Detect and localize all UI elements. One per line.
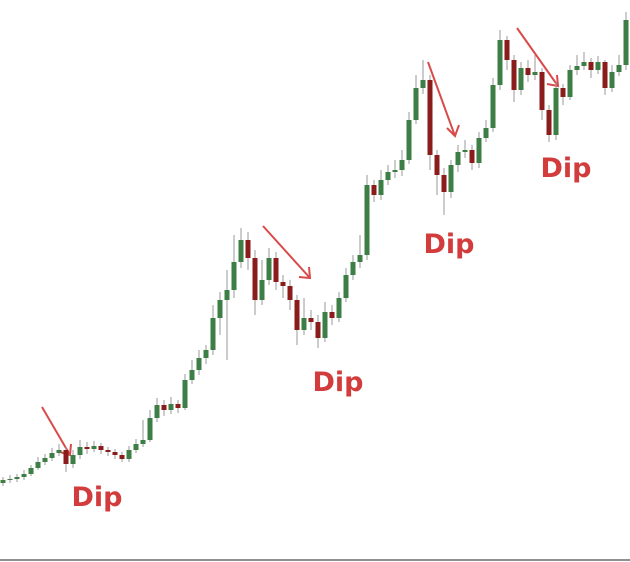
annotation: Dip: [313, 367, 364, 398]
candle-body: [560, 88, 566, 97]
candle-body: [581, 62, 587, 66]
candle-body: [175, 404, 181, 408]
candle-body: [595, 62, 601, 70]
candle-body: [525, 68, 531, 75]
candle-body: [14, 477, 20, 479]
annotation: Dip: [72, 482, 123, 513]
candle-body: [518, 68, 524, 90]
candle-body: [483, 128, 489, 138]
candle-body: [532, 72, 538, 75]
candle-body: [70, 455, 76, 464]
candle-body: [567, 70, 573, 97]
candle-body: [168, 404, 174, 410]
candle-body: [504, 40, 510, 60]
candle-body: [112, 452, 118, 455]
candle-body: [602, 62, 608, 88]
candle-body: [203, 350, 209, 358]
candle-body: [161, 405, 167, 410]
candle-body: [364, 185, 370, 255]
candle-body: [266, 258, 272, 280]
candle-body: [574, 66, 580, 70]
candle-body: [98, 446, 104, 450]
candle-body: [322, 312, 328, 338]
candle-body: [350, 262, 356, 275]
candle-body: [231, 262, 237, 290]
candle-body: [35, 462, 41, 468]
candle-body: [245, 240, 251, 258]
candle-body: [126, 450, 132, 459]
candle-body: [462, 150, 468, 152]
candle-body: [56, 450, 62, 453]
candle-body: [0, 480, 6, 483]
candle-body: [308, 318, 314, 322]
candle-body: [238, 240, 244, 262]
candle-body: [623, 20, 629, 65]
candle-body: [21, 474, 27, 477]
candle-body: [84, 447, 90, 449]
candle-body: [399, 160, 405, 170]
candle-body: [434, 155, 440, 175]
candle-body: [546, 110, 552, 135]
candle-body: [378, 180, 384, 195]
annotation: Dip: [424, 229, 475, 260]
candle-body: [609, 72, 615, 88]
candle-body: [259, 280, 265, 300]
candle-body: [210, 318, 216, 350]
candle-body: [294, 300, 300, 330]
candle-body: [42, 458, 48, 462]
candle-body: [287, 286, 293, 300]
candle-body: [469, 150, 475, 163]
candle-body: [441, 175, 447, 192]
candle-body: [217, 300, 223, 318]
annotation: Dip: [541, 153, 592, 184]
candle-body: [224, 290, 230, 300]
candle-body: [616, 65, 622, 72]
candle-body: [154, 405, 160, 418]
candle-body: [497, 40, 503, 85]
candle-body: [588, 62, 594, 70]
candle-body: [189, 370, 195, 380]
candle-body: [420, 80, 426, 88]
candle-body: [252, 258, 258, 300]
candle-body: [448, 165, 454, 192]
candle-body: [7, 479, 13, 480]
candle-body: [392, 170, 398, 172]
candle-body: [196, 358, 202, 370]
candle-body: [147, 418, 153, 440]
candle-body: [490, 85, 496, 128]
candle-body: [315, 322, 321, 338]
candle-body: [553, 88, 559, 135]
candle-body: [49, 453, 55, 458]
candle-body: [119, 455, 125, 459]
candle-body: [427, 80, 433, 155]
candle-body: [539, 72, 545, 110]
candle-body: [406, 120, 412, 160]
candle-body: [336, 298, 342, 318]
candle-body: [63, 450, 69, 464]
candle-body: [371, 185, 377, 195]
candle-body: [329, 312, 335, 318]
candle-body: [133, 444, 139, 450]
candle-body: [413, 88, 419, 120]
candle-body: [91, 446, 97, 449]
arrows: [41, 27, 560, 457]
candle-body: [182, 380, 188, 408]
candle-body: [77, 447, 83, 455]
candle-body: [476, 138, 482, 163]
candle-body: [273, 258, 279, 282]
candle-body: [280, 282, 286, 286]
candle-body: [301, 318, 307, 330]
candle-body: [511, 60, 517, 90]
candle-body: [455, 152, 461, 165]
candle-body: [385, 172, 391, 180]
candle-body: [140, 440, 146, 444]
candle-body: [357, 255, 363, 262]
candle-body: [105, 450, 111, 452]
candle-body: [343, 275, 349, 298]
candle-body: [28, 468, 34, 474]
